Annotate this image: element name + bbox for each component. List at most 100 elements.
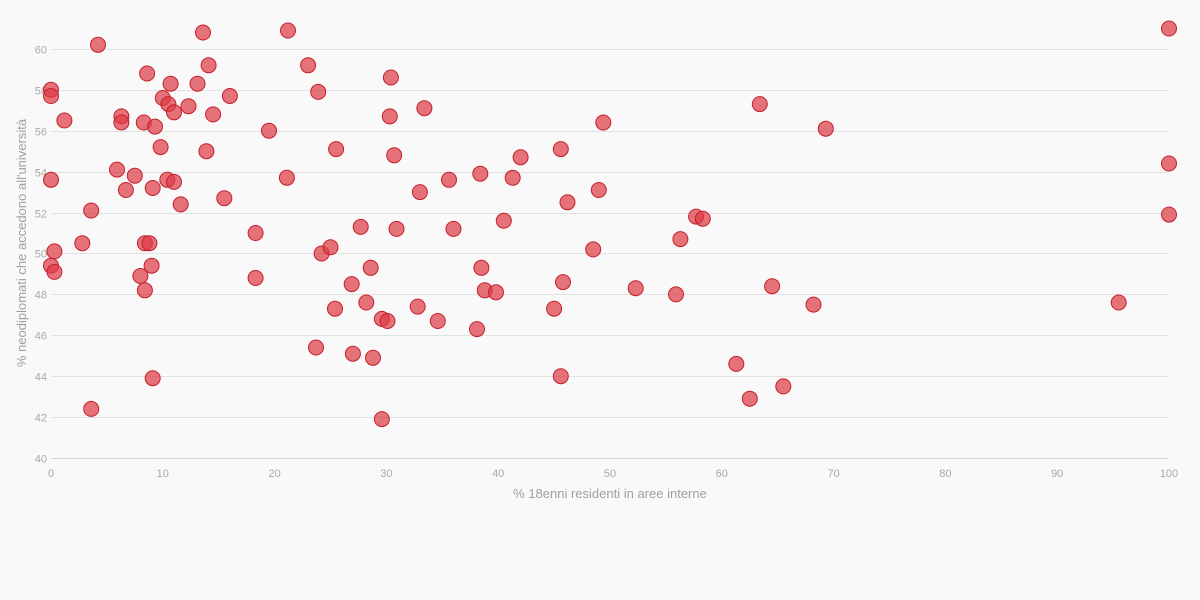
data-point[interactable] <box>113 114 130 131</box>
data-point[interactable] <box>429 313 446 329</box>
data-point[interactable] <box>694 210 711 227</box>
data-point[interactable] <box>555 274 571 291</box>
data-point[interactable] <box>409 298 426 315</box>
data-point[interactable] <box>198 143 215 160</box>
data-point[interactable] <box>83 202 100 219</box>
data-point[interactable] <box>205 106 222 123</box>
data-point[interactable] <box>495 212 512 229</box>
data-point[interactable] <box>46 243 63 260</box>
data-point[interactable] <box>136 282 153 299</box>
data-point[interactable] <box>43 171 59 188</box>
data-point[interactable] <box>365 349 381 366</box>
data-point[interactable] <box>764 278 781 295</box>
data-point[interactable] <box>132 268 149 284</box>
data-point[interactable] <box>386 147 403 164</box>
data-point[interactable] <box>441 171 457 188</box>
data-point[interactable] <box>472 165 489 182</box>
data-point[interactable] <box>152 139 169 156</box>
data-point[interactable] <box>46 263 63 280</box>
data-point[interactable] <box>180 98 197 115</box>
data-point[interactable] <box>469 321 485 338</box>
data-point[interactable] <box>56 112 73 129</box>
data-point[interactable] <box>344 345 361 362</box>
data-point[interactable] <box>328 141 345 158</box>
data-point[interactable] <box>343 276 360 293</box>
data-point[interactable] <box>247 270 264 286</box>
data-point[interactable] <box>728 355 745 372</box>
data-point[interactable] <box>144 180 161 196</box>
data-point[interactable] <box>43 88 59 104</box>
data-point[interactable] <box>627 280 644 297</box>
data-point[interactable] <box>546 300 563 317</box>
data-point[interactable] <box>221 88 238 104</box>
data-point[interactable] <box>109 161 125 178</box>
data-point[interactable] <box>1110 294 1127 311</box>
data-point[interactable] <box>672 231 689 248</box>
x-tick-label: 20 <box>268 468 280 480</box>
data-point[interactable] <box>327 300 343 317</box>
data-point[interactable] <box>144 370 161 387</box>
data-point[interactable] <box>668 286 684 303</box>
data-point[interactable] <box>352 218 369 235</box>
data-point[interactable] <box>751 96 768 113</box>
data-point[interactable] <box>90 36 106 53</box>
data-point[interactable] <box>117 182 134 198</box>
data-point[interactable] <box>139 65 156 82</box>
data-point[interactable] <box>300 57 317 74</box>
data-point[interactable] <box>552 368 569 385</box>
data-point[interactable] <box>126 167 143 184</box>
data-point[interactable] <box>189 75 206 92</box>
data-point[interactable] <box>147 118 163 135</box>
data-point[interactable] <box>247 225 264 241</box>
x-tick-label: 80 <box>939 468 951 480</box>
data-point[interactable] <box>488 284 504 301</box>
data-point[interactable] <box>278 169 295 186</box>
data-point[interactable] <box>416 100 433 117</box>
data-point[interactable] <box>83 400 100 417</box>
data-point[interactable] <box>817 120 834 137</box>
data-point[interactable] <box>373 411 390 428</box>
data-point[interactable] <box>362 259 379 276</box>
data-point[interactable] <box>166 104 182 121</box>
data-point[interactable] <box>445 220 462 237</box>
data-point[interactable] <box>74 235 91 252</box>
data-point[interactable] <box>141 235 158 252</box>
x-axis-ticks: 0 10 20 30 40 50 60 70 80 90 100 <box>48 468 1178 480</box>
x-tick-label: 10 <box>157 468 169 480</box>
data-point[interactable] <box>1161 20 1177 37</box>
data-point[interactable] <box>166 173 182 190</box>
data-point[interactable] <box>504 169 521 186</box>
data-point[interactable] <box>382 69 399 86</box>
data-point[interactable] <box>775 378 792 395</box>
data-point[interactable] <box>195 24 211 41</box>
data-point[interactable] <box>381 108 398 125</box>
data-point[interactable] <box>172 196 189 213</box>
data-point[interactable] <box>388 220 405 237</box>
data-point[interactable] <box>590 182 607 198</box>
data-point[interactable] <box>585 241 602 258</box>
data-point[interactable] <box>1161 206 1177 223</box>
data-point[interactable] <box>559 194 576 211</box>
data-point[interactable] <box>143 257 160 274</box>
data-point[interactable] <box>216 190 233 207</box>
data-point[interactable] <box>310 83 327 100</box>
x-tick-label: 70 <box>827 468 839 480</box>
data-point[interactable] <box>200 57 217 74</box>
data-point[interactable] <box>358 294 375 311</box>
data-point[interactable] <box>261 122 277 139</box>
data-point[interactable] <box>552 141 569 158</box>
data-point[interactable] <box>473 259 490 276</box>
data-point[interactable] <box>322 239 339 256</box>
data-point[interactable] <box>280 22 296 39</box>
data-point[interactable] <box>379 313 396 329</box>
data-point[interactable] <box>411 184 428 201</box>
x-tick-label: 100 <box>1160 468 1178 480</box>
data-point[interactable] <box>162 75 179 92</box>
data-point[interactable] <box>595 114 612 131</box>
data-point[interactable] <box>741 390 758 407</box>
data-point[interactable] <box>512 149 529 166</box>
data-point[interactable] <box>805 296 822 313</box>
data-point[interactable] <box>1161 155 1177 172</box>
data-point[interactable] <box>308 339 324 356</box>
